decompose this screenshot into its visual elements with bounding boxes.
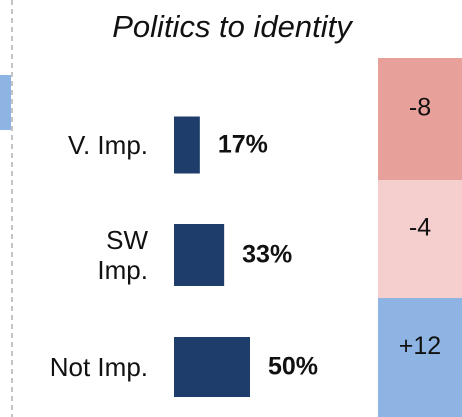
- change-cell: [378, 58, 462, 180]
- change-label: -8: [409, 94, 431, 122]
- value-label: 17%: [218, 131, 268, 159]
- category-label: Not Imp.: [49, 352, 148, 382]
- change-label: +12: [399, 332, 441, 360]
- chart-title: Politics to identity: [112, 9, 354, 44]
- category-label: SW Imp.: [97, 225, 148, 285]
- change-label: -4: [409, 214, 431, 242]
- category-label: V. Imp.: [68, 130, 148, 160]
- bar: [174, 337, 250, 397]
- value-label: 50%: [268, 353, 318, 381]
- side-fragment: [0, 75, 11, 130]
- bar: [174, 224, 225, 286]
- bar: [174, 116, 200, 174]
- category-text: V. Imp.: [68, 130, 148, 160]
- value-label: 33%: [242, 241, 292, 269]
- change-cell: [378, 298, 462, 417]
- change-cell: [378, 180, 462, 298]
- category-text: SW Imp.: [97, 225, 148, 285]
- category-text: Not Imp.: [49, 352, 148, 382]
